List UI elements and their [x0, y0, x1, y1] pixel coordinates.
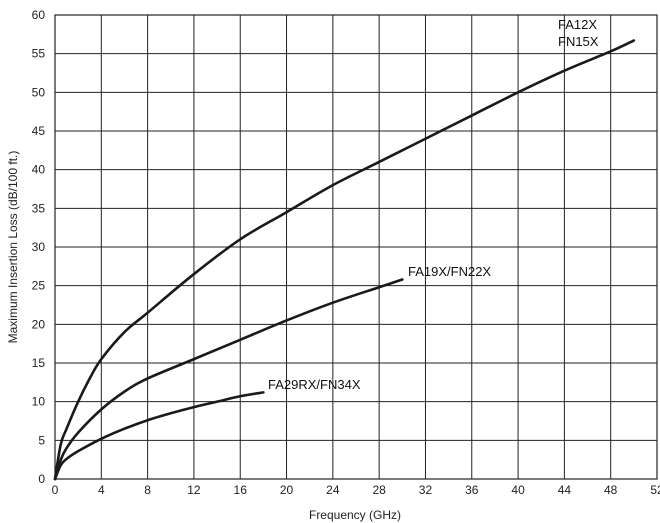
x-tick-label: 48	[604, 483, 618, 497]
plot-frame	[54, 14, 658, 480]
x-axis-title: Frequency (GHz)	[309, 508, 401, 522]
x-tick-label: 20	[280, 483, 294, 497]
y-tick-label: 60	[32, 8, 46, 22]
x-tick-label: 0	[52, 483, 59, 497]
y-tick-label: 0	[38, 472, 45, 486]
series-curve-fa12x-fn15x	[53, 39, 636, 481]
x-axis-ticks: 0481216202428323640444852	[52, 483, 660, 497]
x-tick-label: 24	[326, 483, 340, 497]
series-label-fa29rx-fn34x: FA29RX/FN34X	[268, 377, 361, 392]
series-label-fa12x: FA12X	[558, 17, 597, 32]
x-tick-label: 28	[372, 483, 386, 497]
y-tick-label: 30	[32, 240, 46, 254]
x-tick-label: 4	[98, 483, 105, 497]
y-tick-label: 50	[32, 85, 46, 99]
x-tick-label: 32	[419, 483, 433, 497]
series-curve-fa29rx-fn34x	[53, 391, 265, 481]
x-tick-label: 44	[558, 483, 572, 497]
x-tick-label: 12	[187, 483, 201, 497]
grid	[54, 14, 658, 480]
x-tick-label: 52	[650, 483, 660, 497]
y-tick-label: 25	[32, 279, 46, 293]
y-tick-label: 40	[32, 163, 46, 177]
series-curves	[53, 39, 636, 481]
y-tick-label: 5	[38, 433, 45, 447]
y-tick-label: 20	[32, 317, 46, 331]
x-tick-label: 40	[511, 483, 525, 497]
y-axis-title: Maximum Insertion Loss (dB/100 ft.)	[6, 151, 20, 344]
x-tick-label: 16	[234, 483, 248, 497]
x-tick-label: 8	[144, 483, 151, 497]
series-curve-fa19x-fn22x	[53, 278, 404, 481]
series-labels: FA12X FN15X FA19X/FN22X FA29RX/FN34X	[268, 17, 599, 392]
y-tick-label: 15	[32, 356, 46, 370]
y-tick-label: 10	[32, 395, 46, 409]
y-tick-label: 35	[32, 201, 46, 215]
y-tick-label: 45	[32, 124, 46, 138]
series-label-fa19x-fn22x: FA19X/FN22X	[408, 264, 491, 279]
x-tick-label: 36	[465, 483, 479, 497]
series-label-fn15x: FN15X	[558, 34, 599, 49]
y-tick-label: 55	[32, 47, 46, 61]
y-axis-ticks: 0 5 10 15 20 25 30 35 40 45 50 55 60	[32, 8, 46, 486]
